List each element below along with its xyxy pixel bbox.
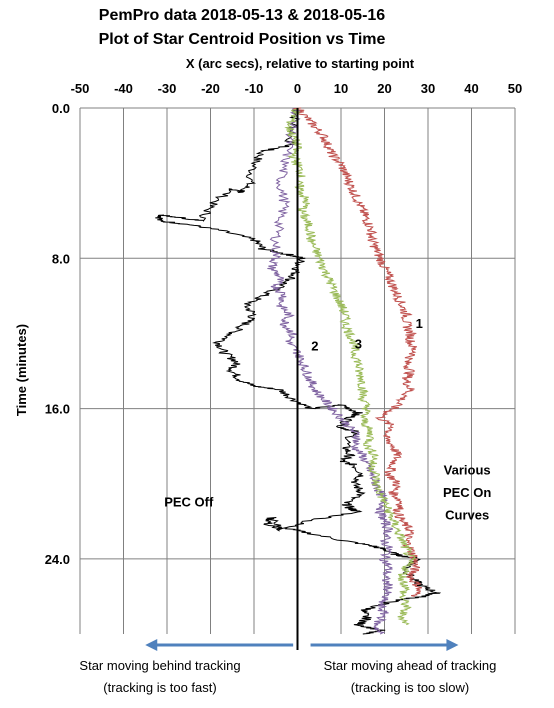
x-tick-label-6: 10 — [334, 81, 348, 96]
x-axis-label: X (arc secs), relative to starting point — [186, 56, 415, 71]
footer-right-line-1: Star moving ahead of tracking — [324, 658, 497, 673]
x-tick-label-4: -10 — [245, 81, 264, 96]
x-tick-label-5: 0 — [294, 81, 301, 96]
x-tick-label-3: -20 — [201, 81, 220, 96]
annotation-2: 3 — [355, 336, 362, 351]
footer-left-line-2: (tracking is too fast) — [103, 680, 216, 695]
y-tick-label-3: 24.0 — [45, 552, 70, 567]
y-tick-labels: 0.0 8.0 16.0 24.0 — [45, 101, 70, 567]
x-tick-label-9: 40 — [464, 81, 478, 96]
annotation-0: 1 — [416, 316, 423, 331]
series-line-3 — [284, 107, 417, 626]
series-line-1 — [292, 107, 423, 597]
direction-arrows — [145, 639, 459, 651]
annotation-4: Various — [444, 462, 491, 477]
y-tick-label-1: 8.0 — [52, 251, 70, 266]
y-tick-label-2: 16.0 — [45, 402, 70, 417]
annotation-5: PEC On — [443, 485, 491, 500]
y-axis-label: Time (minutes) — [14, 324, 29, 416]
annotation-6: Curves — [445, 507, 489, 522]
x-tick-labels: -50 -40 -30 -20 -10 0 10 20 30 40 50 — [71, 81, 523, 96]
footer-left-line-1: Star moving behind tracking — [79, 658, 240, 673]
y-tick-label-0: 0.0 — [52, 101, 70, 116]
footer-right-line-2: (tracking is too slow) — [351, 680, 469, 695]
chart-title-line-2: Plot of Star Centroid Position vs Time — [99, 31, 386, 48]
annotations: 1 2 3 PEC Off Various PEC On Curves — [164, 316, 491, 523]
x-tick-label-10: 50 — [508, 81, 522, 96]
x-tick-label-1: -40 — [114, 81, 133, 96]
x-tick-label-2: -30 — [158, 81, 177, 96]
series-group — [155, 107, 442, 635]
annotation-3: PEC Off — [164, 494, 214, 509]
chart-title-line-1: PemPro data 2018-05-13 & 2018-05-16 — [99, 7, 385, 24]
arrow-right — [310, 639, 459, 651]
series-line-2 — [267, 107, 394, 635]
x-tick-label-7: 20 — [377, 81, 391, 96]
annotation-1: 2 — [311, 338, 318, 353]
x-tick-label-0: -50 — [71, 81, 90, 96]
arrow-left — [145, 639, 294, 651]
x-tick-label-8: 30 — [421, 81, 435, 96]
